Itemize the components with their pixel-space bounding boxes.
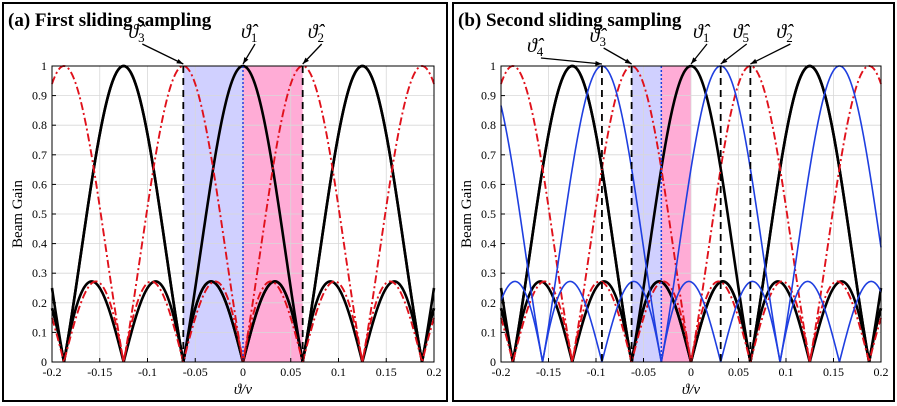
- beam-curve-blue: [500, 65, 882, 362]
- y-tick-label: 0.8: [32, 118, 47, 132]
- x-tick-label: -0.2: [43, 365, 62, 379]
- x-tick-label: 0.05: [728, 365, 749, 379]
- y-axis-label: Beam Gain: [10, 180, 26, 248]
- annotation-arrowhead: [302, 57, 309, 64]
- annotation-arrowhead: [624, 58, 632, 64]
- y-tick-label: 0.7: [481, 148, 496, 162]
- x-tick-label: 0.15: [376, 365, 397, 379]
- annotation-arrow: [540, 57, 603, 65]
- panel-first-sliding-sampling: -0.2 -0.15 -0.1 -0.05 0 0.05 0.1 0.15 0.2 0 0.1 0.2…: [2, 2, 448, 402]
- y-axis-label: Beam Gain: [459, 180, 475, 248]
- x-tick-label: 0.15: [823, 365, 844, 379]
- x-tick-label: -0.15: [536, 365, 561, 379]
- x-axis-label: ϑ/ν: [682, 382, 701, 398]
- x-tick-label: 0.2: [427, 365, 442, 379]
- x-tick-label: -0.1: [138, 365, 157, 379]
- chart-a-svg: -0.2 -0.15 -0.1 -0.05 0 0.05 0.1 0.15 0.2 0 0.1 0.2…: [8, 10, 442, 398]
- x-tick-label: -0.05: [183, 365, 208, 379]
- chart-title: (a) First sliding sampling: [8, 10, 212, 31]
- y-tick-label: 0.2: [481, 296, 496, 310]
- annotation-label: ϑ̂1: [241, 21, 259, 45]
- y-tick-label: 0.6: [481, 177, 496, 191]
- y-tick-label: 0.3: [32, 266, 47, 280]
- beam-curve-blue: [500, 65, 882, 362]
- x-tick-label: 0.2: [874, 365, 889, 379]
- y-tick-label: 0: [490, 355, 496, 369]
- x-tick-label: 0.1: [779, 365, 794, 379]
- chart-title: (b) Second sliding sampling: [458, 10, 682, 31]
- x-tick-label: -0.15: [87, 365, 112, 379]
- x-tick-label: 0: [240, 365, 246, 379]
- annotation-arrowhead: [243, 57, 249, 64]
- y-tick-label: 0.4: [481, 237, 496, 251]
- annotation-arrow: [142, 43, 184, 65]
- y-tick-label: 0.9: [32, 89, 47, 103]
- x-tick-label: 0.1: [331, 365, 346, 379]
- annotation-arrowhead: [750, 58, 758, 64]
- y-tick-label: 0.3: [481, 266, 496, 280]
- beam-curve-red: [500, 65, 882, 363]
- y-tick-label: 0.5: [481, 207, 496, 221]
- y-tick-label: 1: [490, 59, 496, 73]
- y-tick-label: 0.7: [32, 148, 47, 162]
- chart-b-svg: -0.2 -0.15 -0.1 -0.05 0 0.05 0.1 0.15 0.2 0 0.1 0.2…: [458, 10, 889, 398]
- y-tick-label: 1: [41, 59, 47, 73]
- x-tick-label: -0.1: [587, 365, 606, 379]
- y-tick-label: 0: [41, 355, 47, 369]
- panel-second-sliding-sampling: -0.2 -0.15 -0.1 -0.05 0 0.05 0.1 0.15 0.2 0 0.1 0.2…: [452, 2, 895, 402]
- annotation-label: ϑ̂5: [733, 21, 751, 45]
- x-tick-label: 0: [688, 365, 694, 379]
- annotation-label: ϑ̂2: [776, 21, 794, 45]
- annotation-arrowhead: [176, 58, 184, 64]
- annotation-label: ϑ̂4: [527, 35, 545, 59]
- annotation-arrowhead: [720, 58, 728, 64]
- beam-curve-red: [51, 65, 435, 363]
- annotation-arrowhead: [595, 60, 602, 66]
- x-tick-label: -0.2: [492, 365, 511, 379]
- x-tick-label: 0.05: [280, 365, 301, 379]
- y-tick-label: 0.6: [32, 177, 47, 191]
- y-tick-label: 0.5: [32, 207, 47, 221]
- y-tick-label: 0.4: [32, 237, 47, 251]
- annotation-arrowhead: [691, 57, 697, 64]
- y-tick-label: 0.2: [32, 296, 47, 310]
- y-tick-label: 0.8: [481, 118, 496, 132]
- x-axis-label: ϑ/ν: [234, 382, 253, 398]
- y-tick-label: 0.1: [32, 325, 47, 339]
- annotation-label: ϑ̂2: [308, 21, 326, 45]
- x-tick-label: -0.05: [631, 365, 656, 379]
- annotation-arrow: [750, 43, 791, 65]
- y-tick-label: 0.1: [481, 325, 496, 339]
- annotation-label: ϑ̂1: [693, 21, 711, 45]
- y-tick-label: 0.9: [481, 89, 496, 103]
